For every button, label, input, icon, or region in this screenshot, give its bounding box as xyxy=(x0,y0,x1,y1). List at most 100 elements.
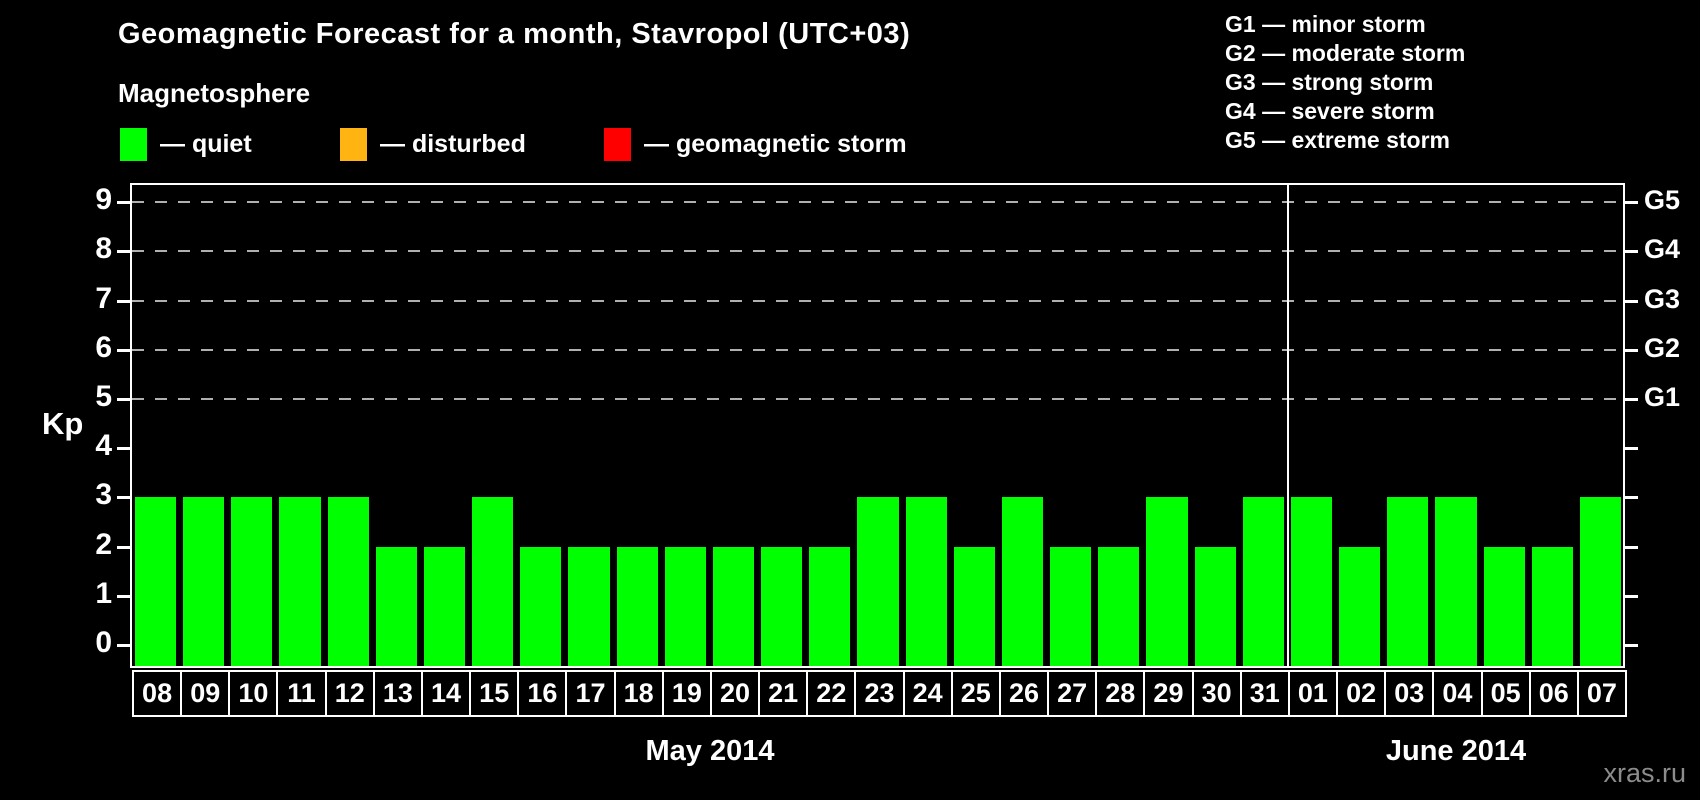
day-label-cell: 31 xyxy=(1239,670,1290,717)
kp-bar-day-04 xyxy=(1435,497,1477,666)
kp-bar-day-13 xyxy=(375,546,417,666)
y-tick-label-8: 8 xyxy=(95,232,112,266)
y-tick-label-9: 9 xyxy=(95,183,112,217)
kp-bar-day-06 xyxy=(1531,546,1573,666)
month-label-june: June 2014 xyxy=(1385,735,1527,767)
y-tick-label-2: 2 xyxy=(95,527,112,561)
day-label-cell: 26 xyxy=(998,670,1050,717)
day-label-cell: 22 xyxy=(806,670,857,717)
kp-bar-day-25 xyxy=(953,546,995,666)
kp-bar-day-11 xyxy=(279,497,321,666)
day-label-cell: 25 xyxy=(950,670,1001,717)
storm-legend-g2: G2 — moderate storm xyxy=(1225,40,1466,66)
gridline-kp7 xyxy=(132,299,1623,302)
gridline-kp6 xyxy=(132,348,1623,351)
right-tick-kp0 xyxy=(1625,644,1638,647)
right-axis-label-g4: G4 xyxy=(1644,234,1681,265)
kp-bar-day-05 xyxy=(1483,546,1525,666)
legend-label-geomagnetic-storm: — geomagnetic storm xyxy=(644,130,907,158)
right-tick-kp2 xyxy=(1625,545,1638,549)
day-label-cell: 24 xyxy=(902,670,953,717)
legend-item-disturbed: — disturbed xyxy=(340,128,526,161)
gridline-kp5 xyxy=(132,398,1623,400)
storm-scale-legend: G1 — minor storm G2 — moderate storm G3 … xyxy=(1225,10,1465,155)
left-tick-kp1 xyxy=(117,594,130,598)
left-tick-kp7 xyxy=(117,299,130,303)
day-label-cell: 10 xyxy=(228,670,279,717)
day-label-cell: 02 xyxy=(1336,670,1387,717)
kp-bar-day-20 xyxy=(712,546,755,666)
kp-bar-day-18 xyxy=(616,546,658,666)
day-label-cell: 28 xyxy=(1095,670,1146,717)
left-tick-kp5 xyxy=(117,398,130,401)
kp-bar-day-21 xyxy=(761,546,803,666)
y-tick-label-3: 3 xyxy=(95,478,112,512)
kp-bar-day-14 xyxy=(423,546,466,666)
chart-title: Geomagnetic Forecast for a month, Stavro… xyxy=(118,18,911,50)
month-separator xyxy=(1286,185,1289,666)
kp-bar-day-22 xyxy=(809,546,851,666)
kp-bar-day-12 xyxy=(327,497,369,666)
kp-bar-day-17 xyxy=(568,546,610,666)
y-tick-label-5: 5 xyxy=(95,380,112,413)
disturbed-color-swatch xyxy=(340,128,367,161)
kp-bar-day-02 xyxy=(1339,546,1381,666)
day-label-cell: 09 xyxy=(180,670,231,717)
y-tick-label-6: 6 xyxy=(95,330,112,364)
right-tick-kp8 xyxy=(1625,250,1638,254)
left-tick-kp4 xyxy=(117,447,130,451)
storm-color-swatch xyxy=(604,128,631,161)
kp-bar-day-01 xyxy=(1290,497,1333,666)
month-label-may: May 2014 xyxy=(645,735,775,767)
left-tick-kp3 xyxy=(117,496,130,500)
day-label-cell: 14 xyxy=(420,670,472,717)
magnetosphere-label: Magnetosphere xyxy=(118,78,311,108)
gridline-kp8 xyxy=(132,250,1623,253)
day-label-cell: 06 xyxy=(1528,670,1579,717)
kp-bar-day-16 xyxy=(520,546,562,666)
right-axis-label-g3: G3 xyxy=(1644,283,1681,314)
day-label-cell: 30 xyxy=(1191,670,1242,717)
day-label-cell: 29 xyxy=(1143,670,1194,717)
right-axis-label-g1: G1 xyxy=(1644,382,1681,412)
quiet-color-swatch xyxy=(120,128,147,161)
day-label-cell: 27 xyxy=(1047,670,1098,717)
kp-bar-day-26 xyxy=(1001,497,1044,666)
kp-bar-day-15 xyxy=(472,497,514,666)
right-tick-kp4 xyxy=(1625,447,1638,451)
left-tick-kp2 xyxy=(117,545,130,549)
kp-bar-day-09 xyxy=(183,497,225,666)
legend-label-quiet: — quiet xyxy=(160,130,252,158)
day-label-cell: 04 xyxy=(1432,670,1483,717)
right-tick-kp5 xyxy=(1625,398,1638,401)
left-tick-kp8 xyxy=(117,250,130,254)
watermark: xras.ru xyxy=(1603,758,1686,788)
day-label-cell: 13 xyxy=(372,670,423,717)
day-label-cell: 20 xyxy=(709,670,761,717)
y-tick-label-4: 4 xyxy=(95,429,112,463)
right-tick-kp9 xyxy=(1625,201,1638,205)
day-label-cell: 07 xyxy=(1576,670,1627,717)
storm-legend-g3: G3 — strong storm xyxy=(1225,69,1434,95)
y-tick-label-0: 0 xyxy=(95,626,112,659)
day-label-cell: 01 xyxy=(1287,670,1339,717)
kp-bar-day-31 xyxy=(1242,497,1284,666)
day-label-cell: 17 xyxy=(565,670,616,717)
gridline-kp9 xyxy=(132,201,1623,204)
storm-legend-g4: G4 — severe storm xyxy=(1225,98,1435,124)
day-label-cell: 03 xyxy=(1384,670,1435,717)
kp-bar-day-19 xyxy=(664,546,706,666)
legend-label-disturbed: — disturbed xyxy=(380,130,526,158)
day-label-cell: 05 xyxy=(1480,670,1531,717)
right-tick-kp1 xyxy=(1625,594,1638,598)
day-label-cell: 19 xyxy=(661,670,712,717)
day-label-cell: 23 xyxy=(854,670,905,717)
kp-bar-day-24 xyxy=(905,497,947,666)
kp-bar-day-27 xyxy=(1050,546,1092,666)
y-tick-label-7: 7 xyxy=(95,281,112,315)
left-tick-kp6 xyxy=(117,348,130,352)
storm-legend-g1: G1 — minor storm xyxy=(1225,11,1426,37)
legend-item-quiet: — quiet xyxy=(120,128,252,161)
storm-legend-g5: G5 — extreme storm xyxy=(1225,127,1450,153)
